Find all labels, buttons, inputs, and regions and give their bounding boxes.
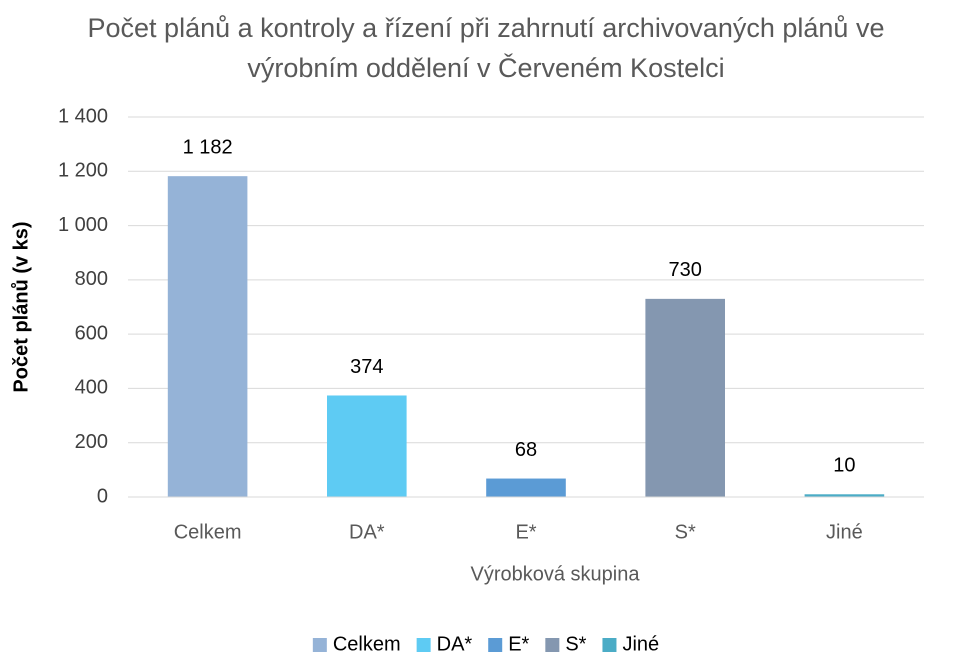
legend-label: S* xyxy=(565,633,586,654)
legend-swatch xyxy=(545,638,560,652)
data-label: 68 xyxy=(515,439,537,461)
legend-swatch xyxy=(488,638,503,652)
x-tick-label: DA* xyxy=(349,521,385,543)
legend-swatch xyxy=(312,638,327,652)
x-axis-label: Výrobková skupina xyxy=(471,563,641,585)
legend-swatch xyxy=(602,638,617,652)
x-tick-label: E* xyxy=(515,521,536,543)
data-label: 10 xyxy=(833,455,855,477)
bar xyxy=(645,298,725,497)
x-tick-label: S* xyxy=(675,521,696,543)
y-tick-label: 1 200 xyxy=(58,160,108,182)
bar xyxy=(167,176,248,497)
data-label: 374 xyxy=(350,356,383,378)
x-tick-label: Jiné xyxy=(826,521,863,543)
chart-title: Počet plánů a kontroly a řízení při zahr… xyxy=(87,13,885,83)
legend-label: DA* xyxy=(437,633,473,654)
legend-label: E* xyxy=(508,633,529,654)
bar xyxy=(327,395,407,497)
y-tick-label: 1 400 xyxy=(58,105,108,127)
y-tick-label: 800 xyxy=(75,268,108,290)
y-tick-label: 0 xyxy=(97,485,108,507)
y-axis-label: Počet plánů (v ks) xyxy=(10,221,32,392)
legend-label: Celkem xyxy=(333,633,401,654)
data-label: 1 182 xyxy=(183,136,233,158)
y-tick-label: 200 xyxy=(75,431,108,453)
y-tick-label: 1 000 xyxy=(58,214,108,236)
x-tick-label: Celkem xyxy=(174,521,242,543)
data-label: 730 xyxy=(669,259,702,281)
y-tick-label: 400 xyxy=(75,377,108,399)
legend-swatch xyxy=(416,638,431,652)
y-tick-label: 600 xyxy=(75,322,108,344)
legend-label: Jiné xyxy=(622,633,659,654)
bar xyxy=(804,494,885,497)
bar xyxy=(486,478,566,497)
